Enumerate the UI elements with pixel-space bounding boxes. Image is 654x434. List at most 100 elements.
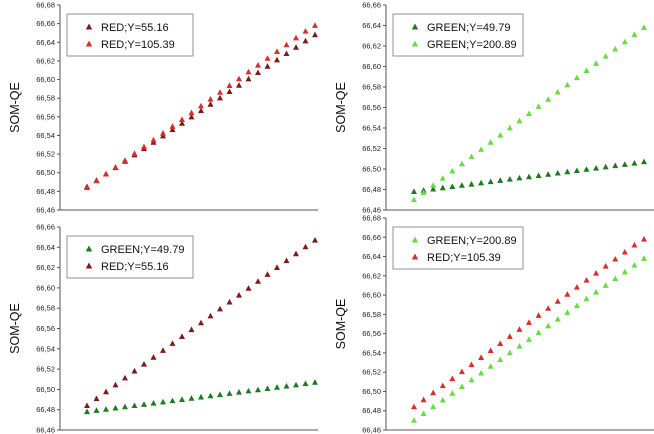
data-point-series-1 — [179, 396, 185, 402]
data-point-series-1 — [245, 75, 252, 82]
data-point-series-2 — [478, 354, 485, 361]
data-point-series-1 — [198, 107, 204, 114]
data-point-series-2 — [497, 131, 504, 138]
y-tick-label: 66,54 — [362, 348, 381, 357]
data-point-series-1 — [84, 408, 90, 415]
data-point-series-1 — [641, 255, 647, 261]
legend-marker — [85, 262, 93, 269]
data-point-series-2 — [131, 367, 138, 374]
y-tick-label: 66,62 — [36, 263, 55, 272]
data-point-series-2 — [84, 184, 90, 191]
data-point-series-2 — [535, 312, 542, 318]
data-point-series-2 — [554, 298, 561, 304]
legend-marker — [411, 23, 419, 30]
data-point-series-1 — [641, 158, 647, 165]
data-point-series-1 — [274, 384, 280, 390]
data-point-series-1 — [236, 82, 242, 88]
data-point-series-2 — [84, 402, 90, 409]
data-point-series-2 — [141, 361, 147, 367]
data-point-series-1 — [593, 164, 600, 171]
legend-label: GREEN;Y=49.79 — [427, 22, 510, 34]
data-point-series-1 — [302, 380, 309, 387]
data-point-series-1 — [526, 336, 532, 342]
legend-marker — [411, 253, 419, 260]
data-point-series-1 — [430, 185, 437, 192]
data-point-series-2 — [535, 103, 542, 109]
data-point-series-2 — [612, 255, 619, 262]
y-tick-label: 66,46 — [36, 206, 55, 215]
y-tick-label: 66,56 — [36, 112, 55, 121]
data-point-series-1 — [226, 390, 233, 396]
data-point-series-1 — [255, 69, 261, 76]
y-tick-label: 66,54 — [36, 131, 55, 140]
data-point-series-1 — [293, 381, 299, 388]
data-point-series-1 — [430, 403, 437, 410]
data-point-series-1 — [112, 404, 119, 411]
data-point-series-1 — [188, 113, 195, 120]
legend-marker — [411, 236, 419, 243]
data-point-series-2 — [573, 74, 580, 81]
data-point-series-2 — [593, 270, 600, 276]
data-point-series-2 — [420, 396, 427, 403]
chart-panel-4: 66,46 66,48 66,50 66,52 66,54 66,56 66,58 66,60… — [334, 214, 654, 434]
data-point-series-1 — [264, 63, 271, 69]
y-tick-label: 66,54 — [362, 124, 381, 133]
data-point-series-1 — [169, 126, 176, 133]
data-point-series-1 — [631, 160, 638, 166]
data-point-series-2 — [487, 139, 494, 145]
data-point-series-1 — [468, 180, 475, 187]
data-point-series-2 — [564, 291, 571, 297]
data-point-series-1 — [131, 402, 138, 409]
y-tick-label: 66,62 — [362, 271, 381, 280]
data-point-series-1 — [439, 396, 446, 403]
data-point-series-2 — [198, 319, 204, 326]
data-point-series-1 — [458, 182, 465, 188]
data-point-series-1 — [150, 400, 157, 406]
data-point-series-1 — [312, 379, 318, 385]
y-tick-label: 66,60 — [36, 75, 55, 84]
legend-label: RED;Y=55.16 — [101, 22, 169, 34]
data-point-series-2 — [274, 48, 280, 54]
data-point-series-2 — [293, 34, 299, 41]
data-point-series-2 — [468, 153, 475, 160]
data-point-series-2 — [449, 167, 456, 174]
y-tick-label: 66,64 — [36, 38, 55, 47]
data-point-series-2 — [506, 124, 513, 131]
data-point-series-2 — [439, 382, 446, 389]
y-tick-label: 66,62 — [362, 42, 381, 51]
y-axis-label: SOM-QE — [334, 82, 348, 133]
data-point-series-1 — [283, 50, 290, 57]
data-point-series-2 — [631, 241, 638, 248]
data-point-series-1 — [487, 178, 494, 185]
data-point-series-2 — [641, 24, 647, 30]
legend-box — [66, 13, 194, 57]
data-point-series-2 — [179, 333, 185, 340]
data-point-series-2 — [188, 326, 195, 333]
data-point-series-1 — [283, 382, 290, 389]
data-point-series-1 — [545, 322, 552, 329]
data-point-series-1 — [439, 184, 446, 191]
data-point-series-2 — [312, 22, 318, 28]
data-point-series-2 — [293, 250, 299, 257]
data-point-series-1 — [506, 176, 513, 182]
data-point-series-2 — [478, 146, 485, 152]
data-point-series-1 — [141, 401, 147, 407]
data-point-series-2 — [264, 55, 271, 61]
data-point-series-2 — [641, 236, 647, 242]
data-point-series-2 — [468, 361, 475, 368]
legend-label: GREEN;Y=49.79 — [101, 244, 184, 256]
data-point-series-2 — [516, 326, 523, 332]
data-point-series-1 — [621, 268, 628, 275]
data-point-series-1 — [449, 390, 456, 396]
data-point-series-1 — [207, 392, 214, 399]
data-point-series-2 — [449, 375, 456, 382]
data-point-series-2 — [226, 82, 233, 89]
data-point-series-1 — [497, 356, 504, 363]
data-point-series-1 — [103, 406, 109, 412]
data-point-series-2 — [458, 160, 465, 167]
data-point-series-1 — [631, 262, 638, 268]
y-tick-label: 66,64 — [362, 21, 381, 30]
y-tick-label: 66,66 — [36, 223, 55, 232]
data-point-series-1 — [612, 162, 619, 169]
